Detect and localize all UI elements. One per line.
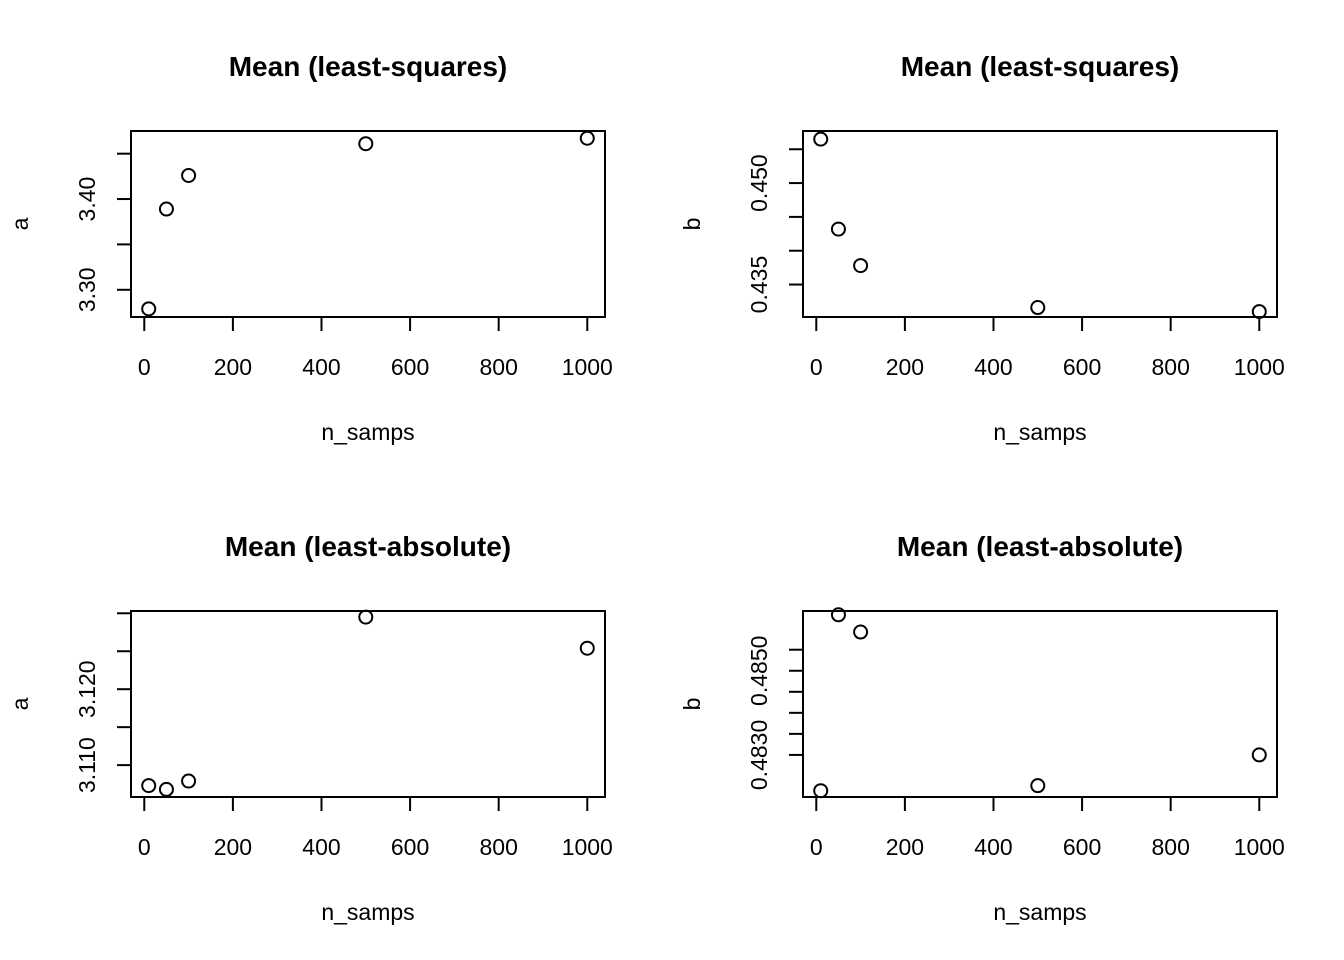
y-tick-label: 3.40 [74,177,100,222]
plot-frame [130,130,606,318]
chart-panel-1: Mean (least-squares) 0 200 400 600 800 1000 3.3… [7,51,613,445]
x-tick-label: 600 [1063,354,1101,380]
x-tick-label: 200 [214,354,252,380]
x-tick-label: 400 [974,834,1012,860]
chart-panel-3: Mean (least-absolute) 0 200 400 600 800 1000 3.… [7,531,613,925]
x-tick-label: 0 [138,834,151,860]
data-point [853,624,869,640]
y-tick-label: 0.435 [746,256,772,314]
data-point [181,773,197,789]
data-point [853,258,869,274]
y-axis-label: b [679,218,705,231]
x-tick-label: 600 [391,834,429,860]
x-tick-label: 800 [1151,834,1189,860]
y-tick-label: 0.4830 [746,720,772,790]
data-point [813,131,829,147]
data-point [830,221,846,237]
data-point [830,607,846,623]
plot-frame [802,610,1278,798]
x-tick-label: 1000 [562,354,613,380]
x-tick-label: 400 [302,834,340,860]
y-tick-label: 0.450 [746,154,772,212]
chart-title: Mean (least-absolute) [225,531,511,562]
data-point [358,136,374,152]
x-tick-label: 800 [1151,354,1189,380]
x-tick-label: 200 [214,834,252,860]
x-axis-label: n_samps [993,899,1086,925]
chart-title: Mean (least-squares) [229,51,508,82]
data-point [579,640,595,656]
x-axis-label: n_samps [321,419,414,445]
data-point [1251,747,1267,763]
x-tick-label: 1000 [562,834,613,860]
x-tick-label: 400 [302,354,340,380]
chart-title: Mean (least-absolute) [897,531,1183,562]
y-tick-label: 0.4850 [746,636,772,706]
plot-frame [802,130,1278,318]
data-point [181,167,197,183]
data-point [141,778,157,794]
chart-panel-4: Mean (least-absolute) 0 200 400 600 800 1000 0.… [679,531,1285,925]
data-point [1030,778,1046,794]
data-point [579,130,595,146]
x-tick-label: 1000 [1234,354,1285,380]
data-point [158,201,174,217]
chart-title: Mean (least-squares) [901,51,1180,82]
y-axis-label: b [679,698,705,711]
plot-frame [130,610,606,798]
y-axis-label: a [7,697,33,710]
y-tick-label: 3.30 [74,267,100,312]
chart-panel-2: Mean (least-squares) 0 200 400 600 800 1000 0.4… [679,51,1285,445]
data-point [141,301,157,317]
x-tick-label: 800 [479,834,517,860]
data-point [1030,300,1046,316]
x-tick-label: 200 [886,834,924,860]
x-tick-label: 0 [138,354,151,380]
y-tick-label: 3.120 [74,660,100,718]
data-point [358,609,374,625]
x-tick-label: 200 [886,354,924,380]
x-tick-label: 600 [1063,834,1101,860]
x-tick-label: 800 [479,354,517,380]
data-point [158,781,174,797]
data-point [813,783,829,799]
x-axis-label: n_samps [321,899,414,925]
x-tick-label: 0 [810,834,823,860]
y-tick-label: 3.110 [74,737,100,793]
data-point [1251,304,1267,320]
x-axis-label: n_samps [993,419,1086,445]
x-tick-label: 400 [974,354,1012,380]
x-tick-label: 0 [810,354,823,380]
x-tick-label: 600 [391,354,429,380]
y-axis-label: a [7,217,33,230]
x-tick-label: 1000 [1234,834,1285,860]
